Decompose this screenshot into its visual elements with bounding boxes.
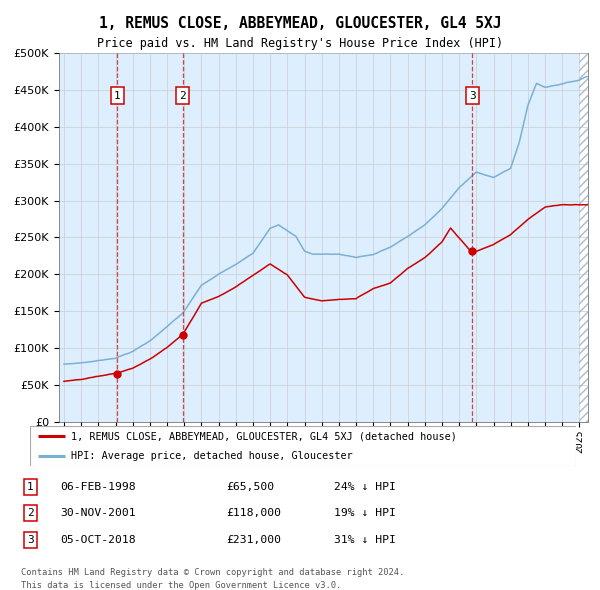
FancyBboxPatch shape: [30, 426, 576, 466]
Text: 1, REMUS CLOSE, ABBEYMEAD, GLOUCESTER, GL4 5XJ (detached house): 1, REMUS CLOSE, ABBEYMEAD, GLOUCESTER, G…: [71, 431, 457, 441]
Text: 3: 3: [27, 535, 34, 545]
Text: £65,500: £65,500: [227, 482, 275, 491]
Text: 24% ↓ HPI: 24% ↓ HPI: [334, 482, 396, 491]
Text: 1: 1: [27, 482, 34, 491]
Text: This data is licensed under the Open Government Licence v3.0.: This data is licensed under the Open Gov…: [21, 581, 341, 590]
Text: 2: 2: [179, 90, 186, 100]
Text: Contains HM Land Registry data © Crown copyright and database right 2024.: Contains HM Land Registry data © Crown c…: [21, 568, 404, 577]
Text: 05-OCT-2018: 05-OCT-2018: [60, 535, 136, 545]
Text: 30-NOV-2001: 30-NOV-2001: [60, 509, 136, 518]
Text: Price paid vs. HM Land Registry's House Price Index (HPI): Price paid vs. HM Land Registry's House …: [97, 37, 503, 50]
Text: £118,000: £118,000: [227, 509, 281, 518]
Text: 06-FEB-1998: 06-FEB-1998: [60, 482, 136, 491]
Text: 19% ↓ HPI: 19% ↓ HPI: [334, 509, 396, 518]
Text: HPI: Average price, detached house, Gloucester: HPI: Average price, detached house, Glou…: [71, 451, 353, 461]
Bar: [580, 53, 600, 422]
Bar: [580, 53, 600, 422]
Text: 1, REMUS CLOSE, ABBEYMEAD, GLOUCESTER, GL4 5XJ: 1, REMUS CLOSE, ABBEYMEAD, GLOUCESTER, G…: [99, 16, 501, 31]
Text: £231,000: £231,000: [227, 535, 281, 545]
Text: 2: 2: [27, 509, 34, 518]
Text: 3: 3: [469, 90, 476, 100]
Text: 31% ↓ HPI: 31% ↓ HPI: [334, 535, 396, 545]
Text: 1: 1: [113, 90, 121, 100]
